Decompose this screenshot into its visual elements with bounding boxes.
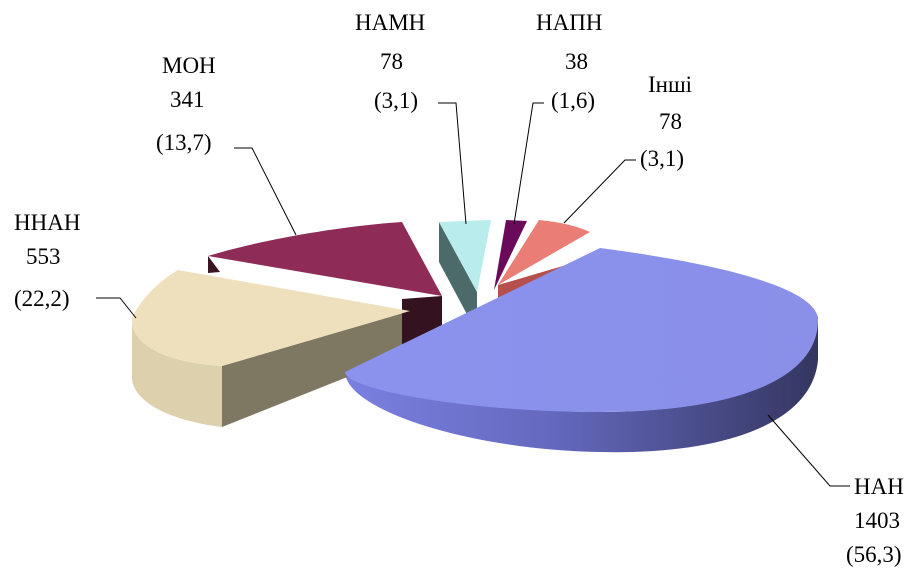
- slice-nnan-top: [131, 270, 410, 366]
- label-inshi-name: Інші: [648, 72, 692, 97]
- label-mon: МОН 341 (13,7): [156, 53, 216, 155]
- label-napn-name: НАПН: [536, 10, 602, 35]
- label-inshi-percent: (3,1): [640, 146, 684, 171]
- slice-mon-top: [208, 222, 442, 296]
- label-mon-percent: (13,7): [156, 130, 212, 155]
- label-namn-value: 78: [380, 49, 403, 74]
- leader-nan: [767, 414, 850, 487]
- label-nan-value: 1403: [854, 508, 900, 533]
- label-nan: НАН 1403 (56,3): [846, 474, 904, 567]
- leader-nnan: [96, 297, 137, 319]
- leader-namn: [438, 102, 467, 225]
- label-mon-value: 341: [170, 87, 205, 112]
- slice-inshi-top: [498, 220, 590, 285]
- label-napn-percent: (1,6): [551, 88, 595, 113]
- slice-nnan-side-outer: [131, 318, 222, 427]
- label-nnan-percent: (22,2): [14, 286, 70, 311]
- label-nnan: ННАН 553 (22,2): [14, 210, 80, 311]
- slice-mon-side-left: [208, 256, 220, 273]
- label-napn: НАПН 38 (1,6): [536, 10, 602, 113]
- label-namn: НАМН 78 (3,1): [355, 10, 425, 113]
- label-napn-value: 38: [565, 49, 588, 74]
- label-namn-percent: (3,1): [374, 88, 418, 113]
- leader-inshi: [563, 159, 636, 224]
- label-inshi: Інші 78 (3,1): [640, 72, 692, 171]
- slice-napn-top: [494, 220, 527, 290]
- label-nnan-name: ННАН: [14, 210, 80, 235]
- slice-namn-top: [439, 220, 491, 292]
- slice-nan-top: [345, 248, 818, 412]
- slice-nan-side: [345, 315, 818, 453]
- slice-namn-side: [439, 222, 477, 333]
- leader-napn: [513, 102, 544, 225]
- label-namn-name: НАМН: [355, 10, 425, 35]
- label-mon-name: МОН: [162, 53, 216, 78]
- label-nnan-value: 553: [26, 244, 61, 269]
- label-nan-percent: (56,3): [846, 542, 902, 567]
- leader-mon: [234, 147, 297, 236]
- slice-nnan-side-front: [222, 311, 410, 427]
- label-nan-name: НАН: [854, 474, 904, 499]
- label-inshi-value: 78: [659, 109, 682, 134]
